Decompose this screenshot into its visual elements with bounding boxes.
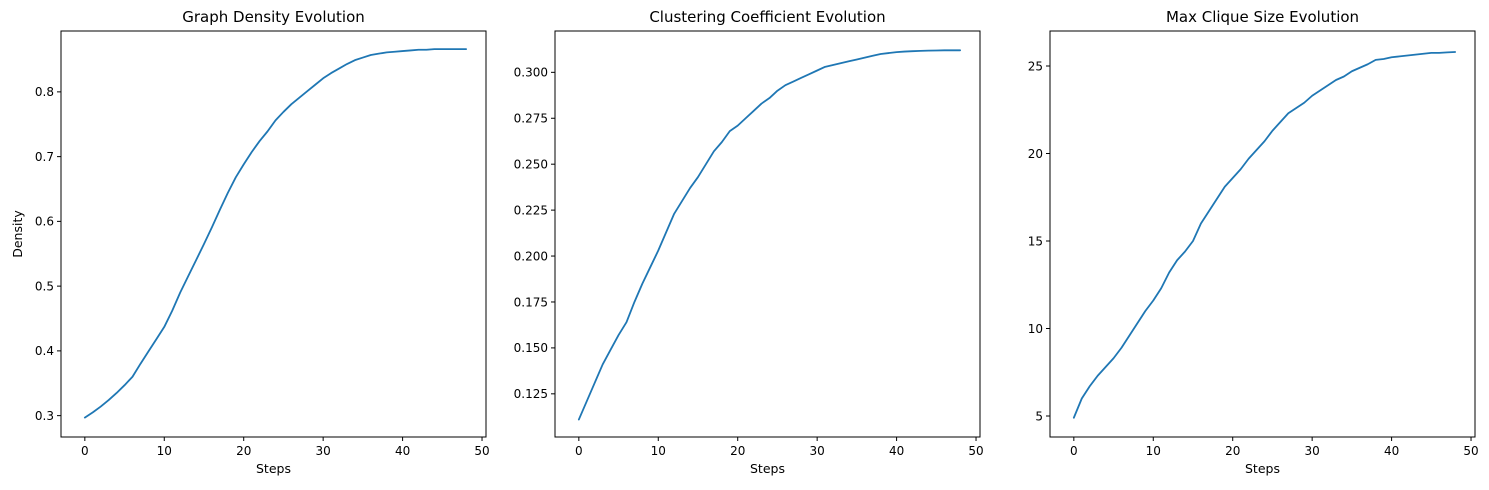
chart-1-series-line-1 — [83, 48, 468, 419]
chart-2-x-tick-label: 0 — [575, 444, 583, 458]
chart-1-y-tick-label: 0.8 — [35, 85, 54, 99]
chart-3-x-tick-label: 10 — [1146, 444, 1161, 458]
chart-3-x-tick-label: 50 — [1463, 444, 1478, 458]
chart-3-x-tick-label: 40 — [1384, 444, 1399, 458]
chart-1-x-tick-label: 0 — [81, 444, 89, 458]
chart-2-x-tick-label: 50 — [968, 444, 983, 458]
chart-2-y-tick-label: 0.300 — [514, 66, 548, 80]
chart-2-x-tick-label: 20 — [730, 444, 745, 458]
chart-2-plot-frame — [554, 30, 981, 438]
chart-3-x-tick-label: 0 — [1070, 444, 1078, 458]
chart-2-y-tick-label: 0.250 — [514, 157, 548, 171]
chart-1-y-axis-label: Density — [10, 210, 25, 258]
chart-2-y-tick-label: 0.225 — [514, 203, 548, 217]
chart-2-x-tick-label: 30 — [810, 444, 825, 458]
chart-1-y-tick-label: 0.7 — [35, 150, 54, 164]
chart-2-y-tick-label: 0.150 — [514, 341, 548, 355]
chart-3-y-tick-label: 15 — [1028, 234, 1043, 248]
chart-3-y-tick-label: 25 — [1028, 59, 1043, 73]
chart-1-title: Graph Density Evolution — [182, 8, 365, 26]
chart-2-series-line-1 — [577, 49, 962, 421]
chart-3-x-tick-label: 20 — [1225, 444, 1240, 458]
chart-3-x-tick-label: 30 — [1305, 444, 1320, 458]
chart-1-x-tick-label: 50 — [474, 444, 489, 458]
chart-2-x-axis-label: Steps — [750, 461, 785, 476]
chart-2-y-tick-label: 0.175 — [514, 295, 548, 309]
chart-1-x-tick-label: 30 — [316, 444, 331, 458]
chart-1-plot-frame — [60, 30, 487, 438]
chart-3-title: Max Clique Size Evolution — [1166, 8, 1359, 26]
chart-3-x-axis-label: Steps — [1245, 461, 1280, 476]
chart-2-x-tick-label: 10 — [651, 444, 666, 458]
chart-2-x-tick-label: 40 — [889, 444, 904, 458]
chart-1-y-tick-label: 0.6 — [35, 215, 54, 229]
chart-1-y-tick-label: 0.4 — [35, 344, 54, 358]
chart-3-series-line-1 — [1072, 51, 1457, 419]
chart-3-y-tick-label: 5 — [1035, 409, 1043, 423]
chart-2-y-tick-label: 0.200 — [514, 249, 548, 263]
chart-1-x-tick-label: 20 — [236, 444, 251, 458]
chart-2-y-tick-label: 0.275 — [514, 112, 548, 126]
chart-1-x-axis-label: Steps — [256, 461, 291, 476]
chart-3-y-tick-label: 20 — [1028, 147, 1043, 161]
chart-1-y-tick-label: 0.3 — [35, 409, 54, 423]
chart-1-x-tick-label: 40 — [395, 444, 410, 458]
chart-1-x-tick-label: 10 — [157, 444, 172, 458]
chart-3-y-tick-label: 10 — [1028, 322, 1043, 336]
chart-1-y-tick-label: 0.5 — [35, 279, 54, 293]
chart-3-plot-frame — [1049, 30, 1476, 438]
chart-2-y-tick-label: 0.125 — [514, 387, 548, 401]
chart-2-title: Clustering Coefficient Evolution — [649, 8, 885, 26]
